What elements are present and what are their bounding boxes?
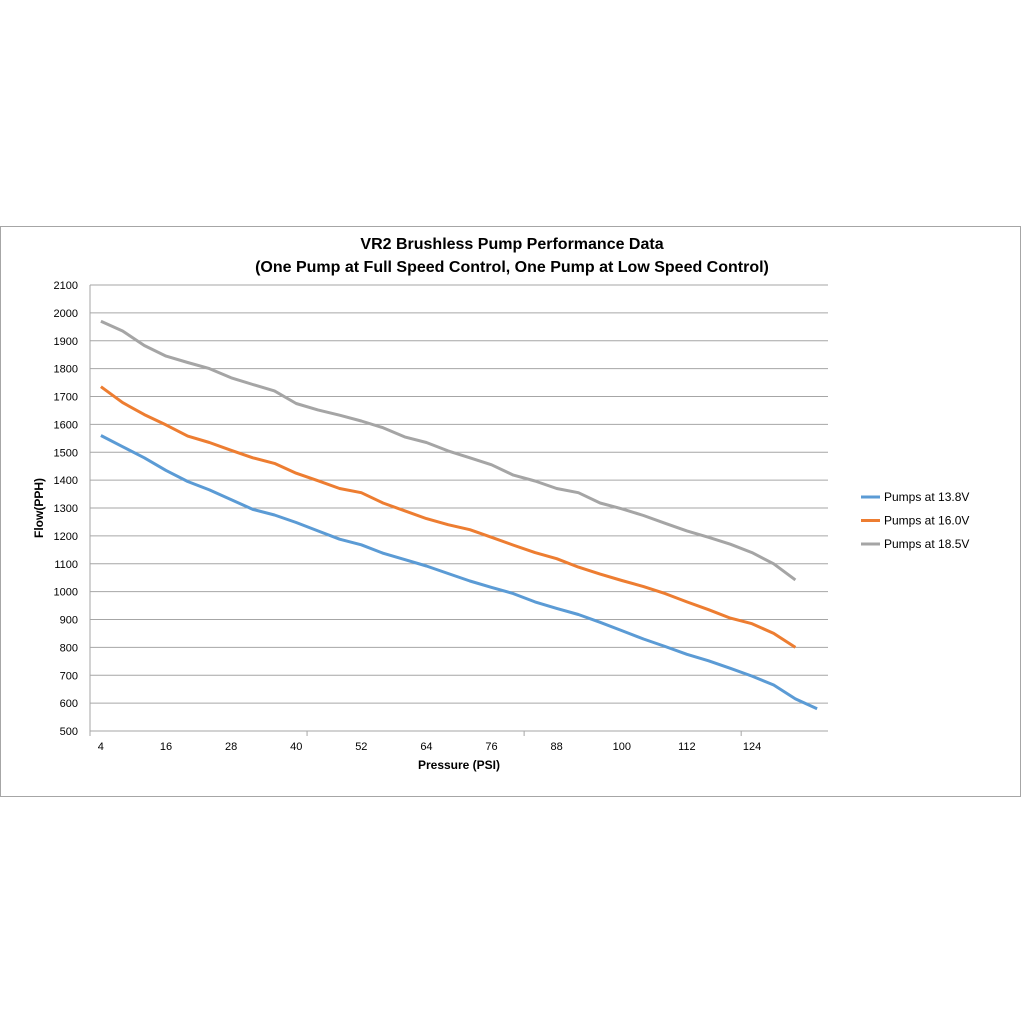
y-tick-label: 2100 [54,280,78,292]
legend-label: Pumps at 13.8V [884,490,969,504]
chart-title-line-1: VR2 Brushless Pump Performance Data [360,236,663,253]
x-tick-label: 100 [613,741,631,753]
x-tick-label: 76 [485,741,497,753]
x-tick-label: 40 [290,741,302,753]
x-tick-label: 88 [551,741,563,753]
y-tick-label: 1100 [54,559,78,571]
legend-label: Pumps at 16.0V [884,514,969,528]
y-tick-label: 1200 [54,531,78,543]
series-line-3 [100,319,797,582]
y-tick-label: 1800 [54,364,78,376]
x-tick-label: 52 [355,741,367,753]
y-tick-label: 2000 [54,308,78,320]
series-line-1 [100,434,818,711]
chart-frame [0,226,1021,797]
x-tick-label: 28 [225,741,237,753]
y-tick-label: 900 [60,615,78,627]
y-tick-label: 1300 [54,503,78,515]
x-tick-label: 16 [160,741,172,753]
y-tick-label: 1600 [54,419,78,431]
y-tick-label: 600 [60,698,78,710]
y-tick-label: 500 [60,726,78,738]
chart-title-line-2: (One Pump at Full Speed Control, One Pum… [255,259,769,276]
y-tick-label: 1900 [54,336,78,348]
y-tick-label: 1700 [54,392,78,404]
x-axis-title: Pressure (PSI) [418,758,500,772]
y-tick-label: 1400 [54,475,78,487]
x-tick-label: 124 [743,741,761,753]
y-tick-label: 1500 [54,447,78,459]
legend-label: Pumps at 18.5V [884,537,969,551]
x-tick-label: 4 [98,741,104,753]
x-tick-label: 112 [678,741,696,753]
series-line-2 [100,385,797,649]
y-tick-label: 700 [60,670,78,682]
x-tick-label: 64 [420,741,432,753]
y-tick-label: 1000 [54,587,78,599]
y-tick-label: 800 [60,642,78,654]
y-axis-title: Flow(PPH) [32,478,46,538]
